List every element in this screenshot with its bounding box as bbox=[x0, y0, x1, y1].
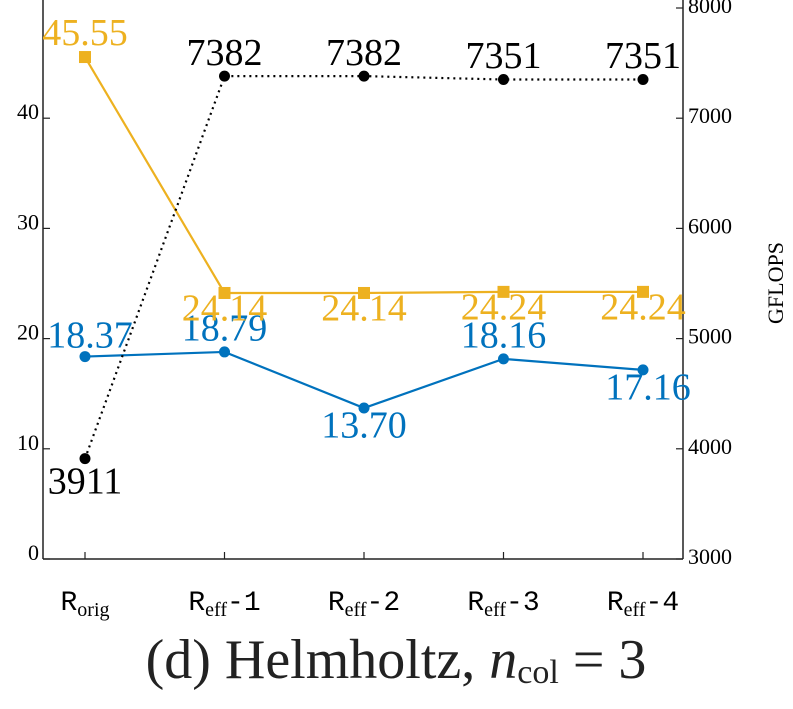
x-tick-label-suffix: -2 bbox=[367, 588, 401, 619]
caption-rest: = 3 bbox=[559, 629, 647, 691]
x-tick-label-suffix: -1 bbox=[227, 588, 261, 619]
y2-tick-label: 6000 bbox=[688, 213, 732, 238]
value-label: 7382 bbox=[187, 32, 263, 74]
caption-sub: col bbox=[517, 654, 559, 691]
value-label: 13.70 bbox=[321, 405, 407, 447]
marker bbox=[637, 74, 649, 86]
x-tick-label-sub: eff bbox=[624, 599, 646, 621]
marker bbox=[218, 286, 231, 299]
y2-axis-label: GFLOPS bbox=[763, 242, 788, 324]
value-label: 7351 bbox=[605, 35, 681, 77]
x-tick-label-sub: eff bbox=[205, 599, 227, 621]
value-label: 7351 bbox=[466, 35, 542, 77]
x-tick-label-base: R bbox=[467, 588, 484, 619]
y-tick-label: 40 bbox=[17, 99, 39, 124]
value-label: 18.37 bbox=[47, 314, 133, 356]
series-line bbox=[83, 75, 643, 459]
marker bbox=[358, 286, 370, 299]
x-tick-label-suffix: -3 bbox=[506, 588, 540, 619]
x-tick-label-sub: eff bbox=[345, 599, 367, 621]
marker bbox=[219, 346, 230, 358]
marker bbox=[497, 285, 510, 298]
x-tick-label-base: R bbox=[60, 588, 77, 619]
caption-var: n bbox=[489, 629, 517, 691]
value-label: 18.79 bbox=[182, 308, 268, 350]
marker bbox=[637, 364, 649, 376]
x-tick-label-base: R bbox=[328, 588, 345, 619]
x-tick-label: Reff-2 bbox=[328, 588, 400, 620]
marker bbox=[79, 51, 91, 64]
value-label: 7382 bbox=[326, 32, 402, 74]
series-line bbox=[84, 350, 644, 410]
x-tick-label-base: R bbox=[607, 588, 624, 619]
x-tick-label: Reff-1 bbox=[188, 588, 260, 620]
value-label: 24.14 bbox=[321, 288, 407, 330]
marker bbox=[219, 70, 230, 82]
value-label: 17.16 bbox=[605, 367, 691, 409]
x-tick-label-sub: eff bbox=[484, 599, 506, 621]
y2-tick-label: 8000 bbox=[688, 0, 732, 18]
series-line bbox=[84, 56, 643, 295]
value-label: 24.24 bbox=[600, 287, 686, 329]
marker bbox=[498, 353, 509, 365]
caption: (d) Helmholtz, ncol = 3 bbox=[146, 629, 647, 691]
marker bbox=[358, 70, 370, 82]
value-label: 45.55 bbox=[42, 12, 128, 54]
y2-tick-label: 3000 bbox=[688, 544, 732, 569]
marker bbox=[79, 351, 91, 363]
y2-tick-label: 7000 bbox=[688, 103, 732, 128]
value-label: 18.16 bbox=[461, 315, 547, 357]
x-tick-label: Reff-3 bbox=[467, 588, 539, 620]
value-label: 24.14 bbox=[182, 288, 268, 330]
x-tick-label: Reff-4 bbox=[607, 588, 679, 620]
marker bbox=[358, 402, 370, 414]
marker bbox=[637, 285, 649, 298]
x-tick-label-suffix: -4 bbox=[646, 588, 680, 619]
y-tick-label: 0 bbox=[28, 540, 39, 565]
y2-tick-label: 4000 bbox=[688, 434, 732, 459]
x-tick-label-base: R bbox=[188, 588, 205, 619]
marker bbox=[498, 74, 509, 86]
x-tick-label-sub: orig bbox=[77, 599, 109, 621]
x-tick-label: Rorig bbox=[60, 588, 109, 620]
marker bbox=[79, 453, 91, 465]
caption-text: (d) Helmholtz, bbox=[146, 629, 490, 691]
value-label: 3911 bbox=[48, 460, 123, 502]
y-tick-label: 20 bbox=[17, 320, 39, 345]
y-tick-label: 10 bbox=[17, 430, 39, 455]
y-tick-label: 30 bbox=[17, 209, 39, 234]
value-label: 24.24 bbox=[461, 287, 547, 329]
y2-tick-label: 5000 bbox=[688, 324, 732, 349]
